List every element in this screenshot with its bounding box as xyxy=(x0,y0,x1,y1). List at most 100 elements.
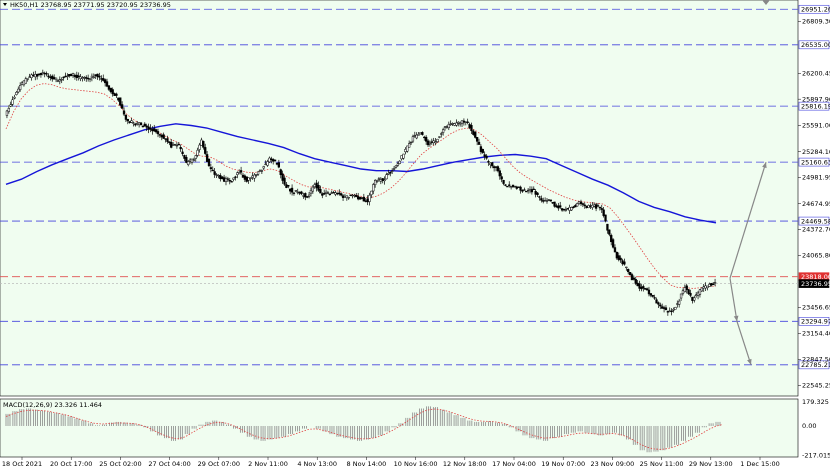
bear-candle xyxy=(209,167,213,170)
bear-candle xyxy=(170,142,173,148)
bull-candle xyxy=(404,149,407,153)
time-tick-label: 2 Nov 11:00 xyxy=(248,460,288,468)
bear-candle xyxy=(598,206,602,209)
bear-candle xyxy=(109,87,112,92)
bull-candle xyxy=(330,192,333,194)
bull-candle xyxy=(375,180,379,182)
bear-candle xyxy=(100,78,103,80)
macd-tick-label: 179.325 xyxy=(802,398,829,406)
bear-candle xyxy=(355,195,358,198)
bull-candle xyxy=(22,80,26,86)
bear-candle xyxy=(43,72,46,75)
bear-candle xyxy=(517,186,520,188)
bear-candle xyxy=(604,214,607,222)
bear-candle xyxy=(32,74,35,77)
bear-candle xyxy=(153,128,156,132)
bull-candle xyxy=(200,139,203,146)
bear-candle xyxy=(487,161,490,163)
bear-candle xyxy=(51,75,54,80)
bear-candle xyxy=(360,197,364,199)
bear-candle xyxy=(292,192,296,194)
bear-candle xyxy=(504,184,507,186)
chart-shift-marker-icon[interactable] xyxy=(762,0,770,5)
bear-candle xyxy=(358,196,362,200)
bull-candle xyxy=(268,157,271,163)
bull-candle xyxy=(698,289,702,295)
bear-candle xyxy=(470,125,473,132)
bull-candle xyxy=(92,76,95,78)
bear-candle xyxy=(381,178,384,181)
bear-candle xyxy=(272,159,275,162)
bull-candle xyxy=(56,80,60,82)
bear-candle xyxy=(477,141,481,145)
bear-candle xyxy=(534,191,537,195)
bear-candle xyxy=(506,185,509,188)
bear-candle xyxy=(549,199,552,202)
bear-candle xyxy=(462,120,466,123)
price-tick-label: 24065.80 xyxy=(802,252,830,260)
bear-candle xyxy=(494,166,498,168)
bear-candle xyxy=(602,209,605,216)
symbol-dropdown-icon[interactable] xyxy=(3,3,7,6)
bear-candle xyxy=(574,205,577,208)
bull-candle xyxy=(130,120,133,123)
bull-candle xyxy=(20,82,24,85)
bull-candle xyxy=(192,159,196,161)
bear-candle xyxy=(128,121,131,123)
bear-candle xyxy=(515,186,518,189)
macd-tick-label: -217.015 xyxy=(802,451,830,459)
bear-candle xyxy=(207,158,211,167)
bear-candle xyxy=(204,147,207,154)
bull-candle xyxy=(683,287,686,292)
bear-candle xyxy=(466,121,469,123)
level-price-label: 25160.63 xyxy=(801,158,830,166)
bear-candle xyxy=(691,296,694,301)
bear-candle xyxy=(610,234,613,243)
bear-candle xyxy=(659,304,662,307)
bull-candle xyxy=(402,153,405,159)
bear-candle xyxy=(202,141,205,148)
symbol-header: HK50,H1 23768.95 23771.95 23720.95 23736… xyxy=(10,1,171,9)
bull-candle xyxy=(453,123,456,126)
bear-candle xyxy=(551,202,554,204)
ma-slow-line xyxy=(5,123,717,224)
bull-candle xyxy=(266,161,269,166)
bull-candle xyxy=(24,78,27,84)
bull-candle xyxy=(190,158,194,163)
level-price-box xyxy=(798,360,830,370)
bull-candle xyxy=(187,161,190,165)
bear-candle xyxy=(600,208,603,210)
level-price-box xyxy=(798,279,830,288)
bear-candle xyxy=(279,169,282,176)
bull-candle xyxy=(196,149,199,156)
bull-candle xyxy=(593,204,596,207)
bull-candle xyxy=(343,196,347,198)
bear-candle xyxy=(86,77,90,80)
bear-candle xyxy=(475,136,479,142)
bear-candle xyxy=(277,162,281,168)
bear-candle xyxy=(298,191,301,194)
bear-candle xyxy=(228,180,231,182)
bear-candle xyxy=(566,208,569,210)
bull-candle xyxy=(545,200,549,202)
bear-candle xyxy=(341,195,345,198)
level-price-label: 23818.00 xyxy=(801,273,830,281)
bear-candle xyxy=(120,104,124,109)
level-price-label: 23294.97 xyxy=(801,318,830,326)
bear-candle xyxy=(245,176,248,182)
bear-candle xyxy=(511,184,515,188)
bear-candle xyxy=(689,292,692,296)
bear-candle xyxy=(149,127,152,130)
bull-candle xyxy=(419,132,422,135)
bear-candle xyxy=(596,205,600,207)
bear-candle xyxy=(651,295,654,297)
bear-candle xyxy=(179,146,182,150)
price-tick-label: 22847.50 xyxy=(802,356,830,364)
bear-candle xyxy=(653,297,656,299)
level-price-box xyxy=(798,216,830,226)
bull-candle xyxy=(224,178,228,183)
bear-candle xyxy=(219,175,222,179)
bear-candle xyxy=(154,129,158,133)
bull-candle xyxy=(66,75,69,77)
